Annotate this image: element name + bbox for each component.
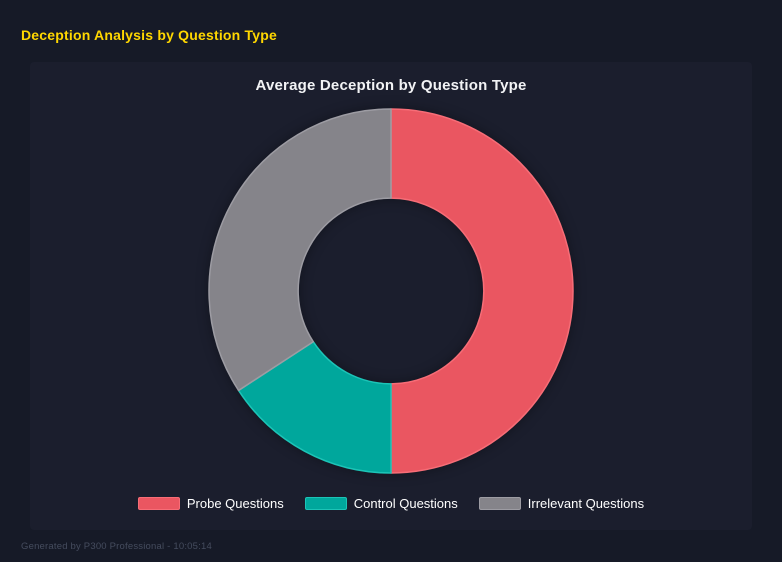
page-title: Deception Analysis by Question Type: [21, 27, 277, 43]
legend-label: Control Questions: [353, 496, 458, 511]
legend-swatch: [478, 497, 521, 510]
legend-item-irrelevant-questions[interactable]: Irrelevant Questions: [478, 496, 645, 511]
chart-legend: Probe Questions Control Questions Irreleva…: [30, 496, 752, 511]
legend-label: Irrelevant Questions: [527, 496, 645, 511]
page-footer: Generated by P300 Professional - 10:05:1…: [21, 541, 212, 552]
donut-segment-control-questions[interactable]: [237, 340, 392, 474]
chart-title: Average Deception by Question Type: [255, 77, 527, 94]
donut-segment-irrelevant-questions[interactable]: [208, 108, 392, 392]
donut-segment-probe-questions[interactable]: [390, 108, 574, 474]
donut-chart-svg[interactable]: [201, 101, 581, 481]
page-header: Deception Analysis by Question Type: [21, 27, 277, 43]
donut-chart[interactable]: [201, 101, 581, 481]
chart-panel: Average Deception by Question Type Probe…: [30, 62, 752, 530]
legend-item-control-questions[interactable]: Control Questions: [304, 496, 458, 511]
legend-item-probe-questions[interactable]: Probe Questions: [137, 496, 284, 511]
legend-swatch: [304, 497, 347, 510]
footer-text: Generated by P300 Professional - 10:05:1…: [21, 541, 212, 552]
legend-swatch: [137, 497, 180, 510]
legend-label: Probe Questions: [186, 496, 284, 511]
